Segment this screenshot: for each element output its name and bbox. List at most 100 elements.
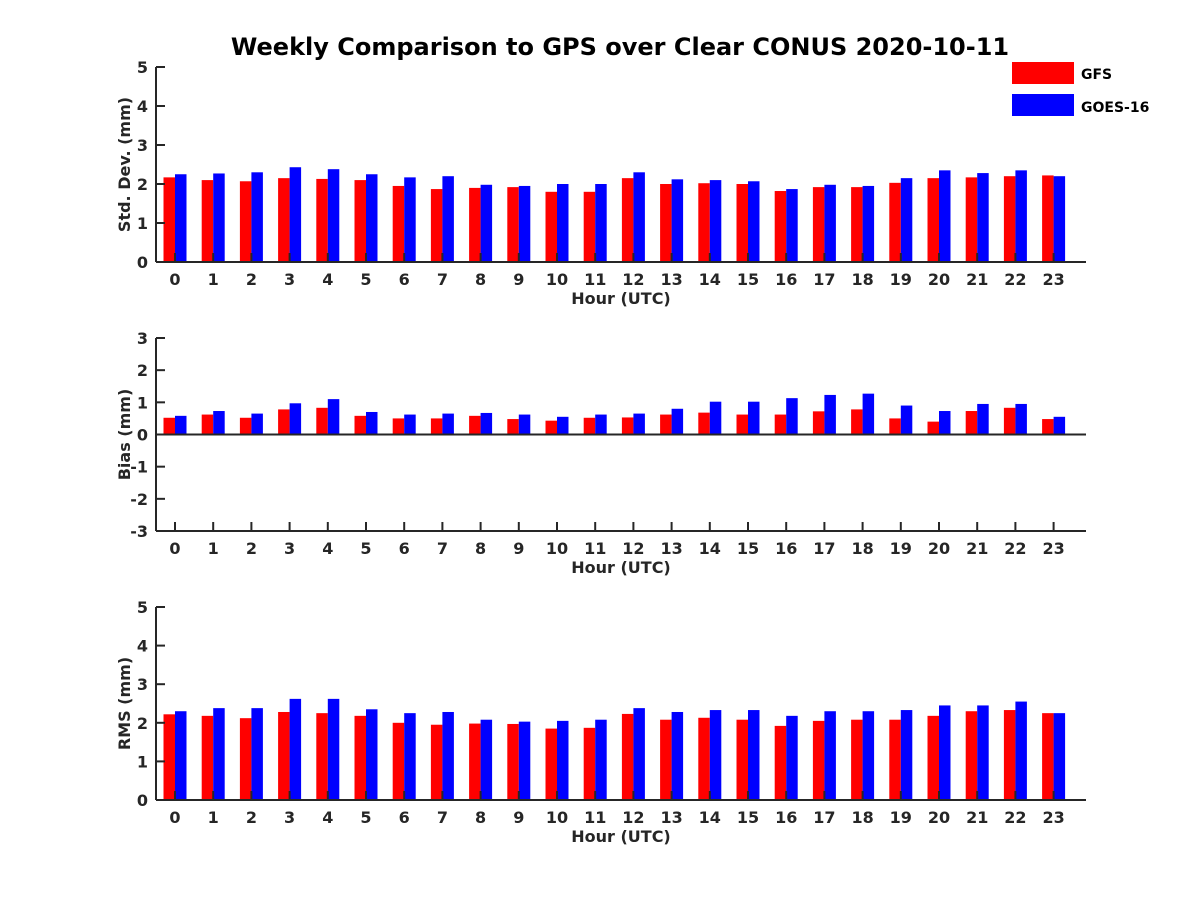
- legend-label-goes16: GOES-16: [1081, 100, 1149, 116]
- x-tick-label: 17: [813, 539, 835, 558]
- x-tick-label: 18: [851, 808, 873, 827]
- bar-gfs-11: [583, 191, 596, 262]
- legend: GFS GOES-16: [1012, 62, 1149, 116]
- bar-goes16-16: [786, 398, 798, 435]
- x-axis-label: Hour (UTC): [571, 827, 671, 846]
- y-tick-label: 2: [137, 175, 148, 194]
- x-tick-label: 13: [660, 270, 682, 289]
- bar-gfs-1: [201, 715, 214, 800]
- x-tick-label: 19: [890, 539, 912, 558]
- bar-goes16-3: [289, 698, 302, 800]
- bar-gfs-0: [163, 417, 175, 435]
- x-tick-label: 15: [737, 270, 759, 289]
- bar-gfs-6: [392, 418, 405, 435]
- x-tick-label: 21: [966, 270, 988, 289]
- bar-goes16-23: [1053, 416, 1066, 435]
- x-tick-label: 3: [284, 270, 295, 289]
- bar-goes16-21: [977, 403, 989, 435]
- bar-goes16-1: [213, 708, 225, 800]
- x-tick-label: 1: [208, 539, 219, 558]
- y-tick-label: 2: [137, 361, 148, 380]
- bar-goes16-0: [175, 711, 187, 800]
- bar-gfs-10: [545, 191, 557, 262]
- x-tick-label: 23: [1042, 270, 1064, 289]
- y-axis-label: Std. Dev. (mm): [115, 97, 134, 232]
- x-tick-label: 0: [169, 808, 180, 827]
- y-tick-label: 0: [137, 791, 148, 810]
- bar-goes16-4: [327, 169, 340, 262]
- y-axis-label: RMS (mm): [115, 657, 134, 750]
- x-tick-label: 20: [928, 539, 950, 558]
- x-axis-label: Hour (UTC): [571, 289, 671, 308]
- bar-gfs-23: [1042, 419, 1054, 435]
- bar-gfs-18: [851, 719, 863, 800]
- bar-gfs-2: [239, 181, 252, 262]
- bar-goes16-4: [327, 698, 340, 800]
- y-tick-label: 0: [137, 426, 148, 445]
- bar-goes16-19: [900, 405, 913, 435]
- x-tick-label: 6: [399, 270, 410, 289]
- bar-gfs-9: [507, 723, 519, 800]
- bar-goes16-16: [786, 189, 798, 262]
- bar-gfs-7: [430, 189, 443, 262]
- bar-goes16-0: [175, 174, 187, 262]
- bar-goes16-11: [595, 414, 607, 435]
- bar-goes16-21: [977, 705, 989, 800]
- bar-goes16-6: [404, 713, 416, 800]
- x-tick-label: 6: [399, 539, 410, 558]
- x-tick-label: 17: [813, 270, 835, 289]
- x-tick-label: 10: [546, 539, 568, 558]
- x-tick-label: 15: [737, 539, 759, 558]
- x-tick-label: 2: [246, 270, 257, 289]
- x-tick-label: 12: [622, 808, 644, 827]
- bar-gfs-13: [660, 719, 672, 800]
- bar-gfs-22: [1003, 176, 1016, 262]
- bar-goes16-1: [213, 173, 225, 262]
- bar-goes16-21: [977, 173, 989, 262]
- bar-goes16-18: [862, 711, 875, 800]
- bar-gfs-4: [316, 178, 328, 262]
- bar-goes16-15: [748, 710, 760, 800]
- bar-gfs-2: [239, 417, 252, 435]
- bar-goes16-6: [404, 177, 416, 262]
- x-tick-label: 20: [928, 808, 950, 827]
- bar-goes16-23: [1053, 713, 1066, 800]
- bar-goes16-22: [1015, 701, 1027, 800]
- x-tick-label: 5: [360, 539, 371, 558]
- x-tick-label: 16: [775, 539, 797, 558]
- x-tick-label: 7: [437, 270, 448, 289]
- y-tick-label: 3: [137, 329, 148, 348]
- legend-label-gfs: GFS: [1081, 67, 1112, 83]
- bar-gfs-1: [201, 180, 214, 262]
- x-tick-label: 18: [851, 539, 873, 558]
- x-tick-label: 16: [775, 270, 797, 289]
- bar-goes16-7: [442, 413, 454, 435]
- x-tick-label: 6: [399, 808, 410, 827]
- bar-gfs-23: [1042, 175, 1054, 262]
- bar-gfs-3: [278, 711, 290, 800]
- bar-gfs-14: [698, 183, 710, 262]
- bar-gfs-3: [278, 178, 290, 262]
- y-tick-label: 1: [137, 752, 148, 771]
- bar-gfs-9: [507, 419, 519, 435]
- x-tick-label: 22: [1004, 539, 1026, 558]
- x-tick-label: 0: [169, 539, 180, 558]
- x-tick-label: 13: [660, 539, 682, 558]
- x-tick-label: 1: [208, 808, 219, 827]
- bar-goes16-18: [862, 393, 875, 435]
- bar-gfs-17: [812, 720, 825, 800]
- bar-gfs-19: [889, 182, 901, 262]
- x-tick-label: 14: [699, 539, 721, 558]
- bar-gfs-14: [698, 717, 710, 800]
- bar-gfs-16: [774, 191, 787, 262]
- x-tick-label: 5: [360, 808, 371, 827]
- bar-goes16-20: [939, 411, 951, 435]
- bar-gfs-21: [965, 177, 978, 262]
- bar-gfs-17: [812, 411, 825, 435]
- bar-gfs-20: [927, 715, 939, 800]
- bar-goes16-11: [595, 719, 607, 800]
- bar-goes16-17: [824, 711, 836, 800]
- bar-gfs-1: [201, 414, 214, 435]
- bar-goes16-19: [900, 178, 913, 262]
